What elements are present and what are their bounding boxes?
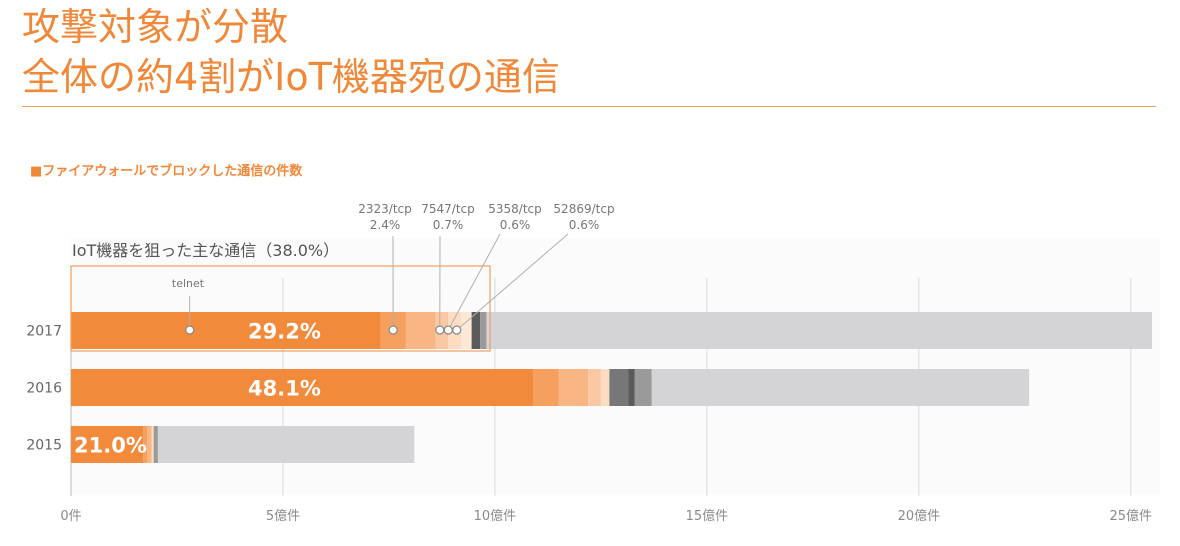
- annotation-share-label: 0.7%: [433, 218, 464, 232]
- annotation-marker: [388, 325, 398, 335]
- bar-segment: [628, 369, 635, 406]
- bar-segment: [634, 369, 652, 406]
- annotation-share-label: 0.6%: [569, 218, 600, 232]
- bar-segment: [71, 426, 144, 463]
- bar-percent-label: 48.1%: [248, 377, 321, 401]
- bar-segment: [147, 426, 152, 463]
- bars: [71, 312, 1153, 463]
- title-divider: [22, 106, 1156, 107]
- iot-group-label: IoT機器を狙った主な通信（38.0%）: [72, 241, 339, 260]
- x-tick-label: 15億件: [686, 508, 729, 524]
- leader-line: [456, 233, 569, 331]
- bar-segment: [588, 369, 601, 406]
- annotation-leaders: [70, 233, 569, 352]
- bar-segment: [480, 312, 487, 349]
- annotation-port-label: 52869/tcp: [553, 202, 614, 216]
- y-category-label: 2017: [26, 324, 62, 340]
- bar-segment: [471, 312, 481, 349]
- chart-texts: 0件 5億件 10億件 15億件 20億件 25億件 29.2% 2017 48.1% 2016 2…: [26, 202, 1152, 524]
- annotation-marker: [443, 325, 453, 335]
- bar-segment: [461, 312, 472, 349]
- bar-segment: [151, 426, 154, 463]
- bar-segment: [153, 426, 158, 463]
- bar-segment: [71, 369, 534, 406]
- slide-title-line-2: 全体の約4割がIoT機器宛の通信: [22, 55, 560, 99]
- bar-percent-label: 21.0%: [74, 434, 147, 458]
- bar-segment: [486, 312, 1153, 349]
- slide-title-line-1: 攻撃対象が分散: [22, 5, 289, 49]
- leader-line: [447, 233, 501, 331]
- bar-segment: [405, 312, 436, 349]
- annotation-port-label: 2323/tcp: [358, 202, 412, 216]
- bar-segment: [143, 426, 148, 463]
- x-tick-label: 25億件: [1110, 508, 1153, 524]
- chart-title: ■ファイアウォールでブロックした通信の件数: [30, 164, 303, 179]
- bar-segment: [609, 369, 629, 406]
- annotation-port-label: 7547/tcp: [421, 202, 475, 216]
- bar-segment: [558, 369, 589, 406]
- y-category-label: 2016: [26, 381, 62, 397]
- bar-percent-label: 29.2%: [248, 320, 321, 344]
- bar-segment: [71, 312, 381, 349]
- bar-segment: [533, 369, 559, 406]
- annotation-marker: [452, 325, 462, 335]
- annotation-marker: [435, 325, 445, 335]
- x-tick-label: 20億件: [898, 508, 941, 524]
- y-category-label: 2015: [26, 438, 62, 454]
- iot-bracket-box: [70, 265, 491, 352]
- annotation-marker: [185, 325, 195, 335]
- bar-segment: [651, 369, 1030, 406]
- annotation-share-label: 2.4%: [370, 218, 401, 232]
- x-tick-label: 5億件: [266, 508, 300, 524]
- x-tick-label: 0件: [60, 509, 81, 524]
- bar-segment: [600, 369, 610, 406]
- annotation-share-label: 0.6%: [500, 218, 531, 232]
- bar-segment: [157, 426, 415, 463]
- annotation-port-label: telnet: [172, 277, 205, 290]
- x-tick-label: 10億件: [474, 508, 517, 524]
- annotation-port-label: 5358/tcp: [488, 202, 542, 216]
